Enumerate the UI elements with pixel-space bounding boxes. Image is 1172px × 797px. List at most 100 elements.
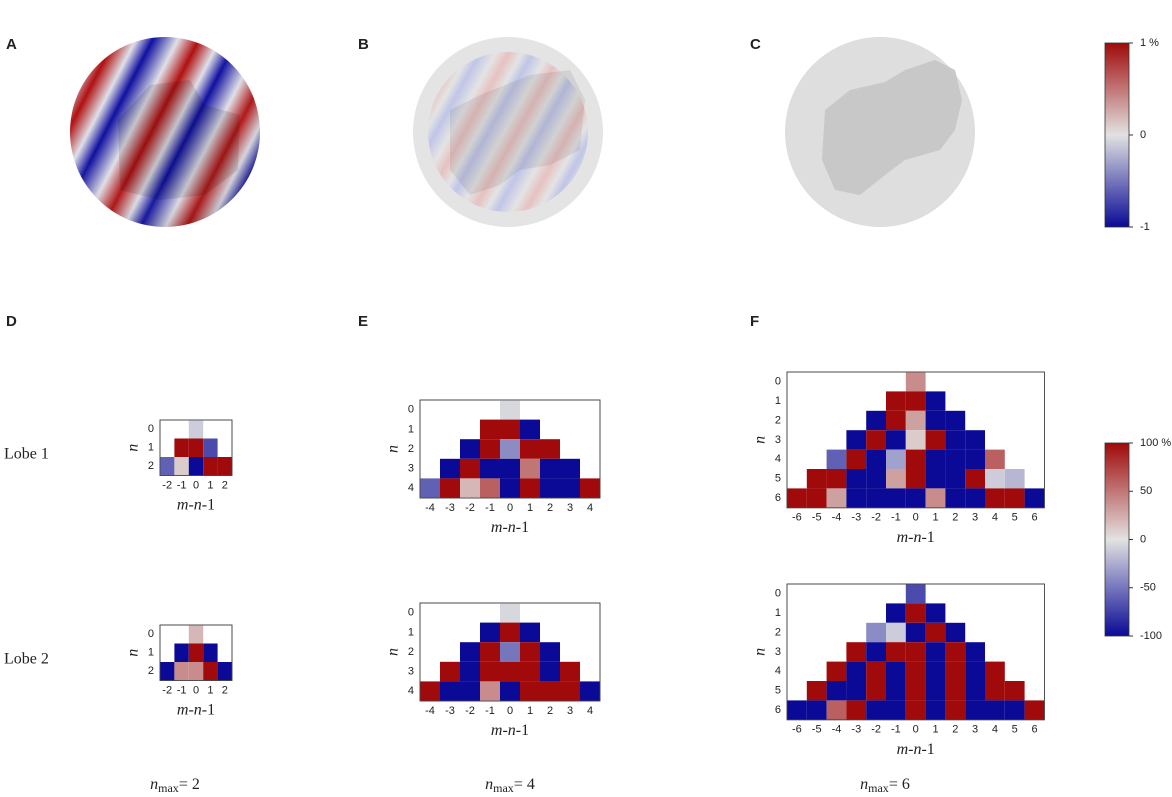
sphere-a: [70, 37, 260, 227]
x-tick-label: -6: [792, 724, 802, 736]
x-tick-label: 5: [1012, 724, 1018, 736]
x-tick-label: -2: [162, 479, 172, 491]
y-axis-label: n: [385, 648, 402, 656]
cell: [787, 700, 807, 720]
cell: [787, 488, 807, 508]
panel-label: D: [6, 313, 17, 330]
cell: [540, 661, 560, 682]
cell: [826, 469, 847, 489]
y-tick-label: 4: [775, 453, 781, 465]
cell: [886, 603, 906, 623]
cell: [480, 458, 500, 479]
text-part: = 6: [889, 776, 910, 793]
cell: [965, 681, 985, 701]
y-axis-label: n: [385, 445, 402, 453]
x-tick-label: 4: [992, 724, 998, 736]
text-part: -n: [502, 519, 515, 536]
x-tick-label: -6: [792, 512, 802, 524]
cell: [540, 681, 560, 701]
row-label: Lobe 2: [4, 651, 49, 668]
y-tick-label: 1: [408, 423, 414, 435]
cell: [866, 661, 886, 681]
cell: [217, 662, 232, 681]
cell: [520, 458, 540, 479]
cell: [985, 449, 1005, 469]
cell: [985, 700, 1005, 720]
cell: [826, 449, 847, 469]
cell: [965, 469, 985, 489]
cell: [886, 430, 906, 450]
text-part: m: [897, 528, 909, 545]
cell: [1004, 488, 1025, 508]
y-tick-label: 1: [148, 647, 154, 659]
y-tick-label: 2: [408, 443, 414, 455]
colorbar-top: [1104, 42, 1130, 228]
cell: [866, 449, 886, 469]
x-tick-label: -1: [891, 512, 901, 524]
cell: [203, 662, 218, 681]
y-tick-label: 3: [408, 463, 414, 475]
cell: [500, 661, 520, 682]
cell: [460, 642, 480, 662]
cell: [174, 662, 189, 681]
cell: [846, 469, 867, 489]
cell: [480, 661, 500, 682]
cell: [520, 661, 540, 682]
text-part: = 2: [179, 776, 200, 793]
colorbar-tick-label: 100 %: [1140, 437, 1171, 449]
cell: [806, 700, 827, 720]
x-tick-label: 1: [527, 705, 533, 717]
cell: [925, 391, 946, 411]
colorbar-tick-label: -1: [1140, 221, 1150, 233]
cell: [460, 681, 480, 701]
cell: [203, 438, 218, 457]
cell: [460, 661, 480, 682]
cell: [520, 681, 540, 701]
cell: [945, 681, 966, 701]
cell: [174, 457, 189, 476]
x-tick-label: 6: [1031, 512, 1037, 524]
text-part: -1: [516, 519, 529, 536]
cell: [480, 622, 500, 643]
cell: [866, 681, 886, 701]
y-tick-label: 4: [408, 685, 414, 697]
x-tick-label: 0: [913, 512, 919, 524]
colorbar-bottom: [1104, 442, 1130, 637]
cell: [500, 603, 520, 623]
cell: [886, 700, 906, 720]
cell: [905, 410, 926, 431]
cell: [945, 642, 966, 662]
cell: [925, 410, 946, 431]
cell: [188, 625, 204, 644]
x-tick-label: 1: [932, 724, 938, 736]
x-tick-label: 3: [972, 512, 978, 524]
cell: [460, 478, 480, 498]
cell: [965, 488, 985, 508]
y-tick-label: 0: [775, 588, 781, 600]
x-tick-label: -4: [425, 502, 435, 514]
x-tick-label: 5: [1012, 512, 1018, 524]
x-tick-label: 3: [567, 705, 573, 717]
cell: [846, 661, 867, 681]
colorbar-tick-label: 0: [1140, 129, 1146, 141]
sphere-b: [413, 37, 603, 227]
x-tick-label: 1: [932, 512, 938, 524]
cell: [440, 661, 460, 682]
cell: [905, 661, 926, 681]
x-tick-label: 4: [587, 705, 593, 717]
y-tick-label: 3: [775, 434, 781, 446]
cell: [925, 700, 946, 720]
cell: [420, 681, 440, 701]
y-tick-label: 1: [408, 626, 414, 638]
cell: [560, 661, 580, 682]
cell: [985, 488, 1005, 508]
cell: [560, 681, 580, 701]
y-tick-label: 0: [408, 607, 414, 619]
cell: [905, 449, 926, 469]
y-tick-label: 4: [408, 482, 414, 494]
text-part: -n: [188, 496, 201, 513]
x-axis-label: m-n-1: [491, 519, 529, 536]
cell: [460, 439, 480, 459]
cell: [965, 430, 985, 450]
cell: [540, 642, 560, 662]
